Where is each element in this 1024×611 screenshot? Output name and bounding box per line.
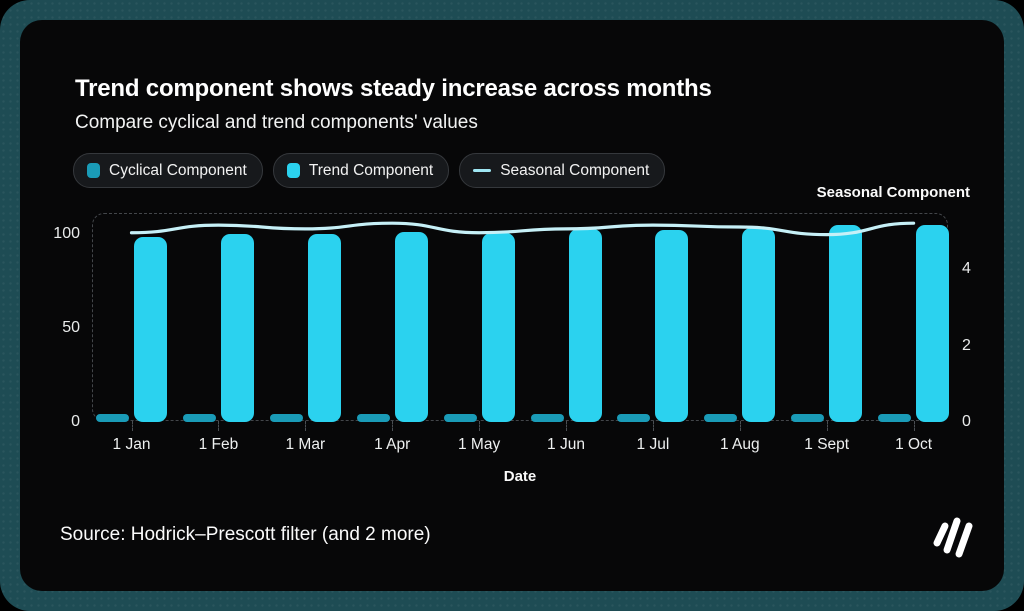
plot-area: 0 50 100 0 2 4 1 Jan 1 Feb 1 Mar 1 Apr 1 May 1 Jun 1…: [53, 213, 971, 453]
right-axis-tick-label: 4: [962, 260, 971, 278]
left-axis-tick-label: 0: [71, 413, 80, 430]
x-axis-title: Date: [503, 468, 537, 485]
bar-trend[interactable]: [655, 230, 689, 422]
seasonal-swatch-icon: [473, 168, 492, 173]
bar-trend[interactable]: [220, 233, 254, 422]
x-axis-tick-label: 1 Feb: [198, 436, 239, 453]
right-axis-title: Seasonal Component: [816, 184, 970, 201]
right-axis-tick-label: 2: [962, 336, 971, 354]
chart-subtitle: Compare cyclical and trend components' v…: [75, 112, 478, 133]
bar-trend[interactable]: [742, 228, 776, 422]
x-axis-tick: [913, 421, 915, 431]
x-axis-tick-label: 1 Mar: [285, 436, 326, 453]
legend-label: Cyclical Component: [109, 161, 247, 179]
bar-cyclical[interactable]: [182, 414, 216, 422]
bar-cyclical[interactable]: [356, 414, 390, 422]
seasonal-line[interactable]: [93, 214, 949, 422]
x-axis-tick-label: 1 Sept: [804, 436, 850, 453]
bar-cyclical[interactable]: [704, 414, 738, 422]
left-axis-tick-label: 100: [53, 224, 80, 242]
legend-item-seasonal[interactable]: Seasonal Component: [459, 153, 666, 188]
bar-trend[interactable]: [916, 224, 950, 422]
trend-swatch-icon: [286, 163, 300, 178]
x-axis-tick-label: 1 Aug: [719, 436, 760, 453]
bar-cyclical[interactable]: [530, 414, 564, 422]
legend-item-trend[interactable]: Trend Component: [272, 153, 450, 188]
x-axis-tick: [652, 421, 654, 431]
bar-cyclical[interactable]: [96, 414, 129, 422]
x-axis-tick-label: 1 Jun: [547, 436, 585, 453]
x-axis-tick-label: 1 May: [457, 436, 501, 453]
bar-trend[interactable]: [307, 233, 341, 422]
bar-trend[interactable]: [568, 229, 602, 422]
x-axis-tick: [566, 421, 567, 431]
bar-cyclical[interactable]: [878, 414, 912, 422]
legend: Cyclical Component Trend Component Seaso…: [73, 153, 666, 188]
legend-item-cyclical[interactable]: Cyclical Component: [73, 153, 263, 188]
bar-cyclical[interactable]: [269, 414, 303, 422]
bar-trend[interactable]: [481, 232, 515, 422]
x-axis-tick-label: 1 Jul: [636, 436, 670, 453]
x-axis-tick: [392, 421, 394, 431]
x-axis-tick-label: 1 Oct: [895, 436, 933, 453]
x-axis-tick: [218, 421, 220, 431]
bar-trend[interactable]: [829, 225, 863, 422]
legend-label: Trend Component: [308, 161, 434, 179]
x-axis-tick: [131, 421, 133, 431]
x-axis-tick: [826, 421, 828, 431]
x-axis-tick: [739, 421, 741, 431]
left-axis-tick-label: 50: [62, 318, 80, 336]
x-axis-tick-label: 1 Apr: [374, 436, 411, 453]
x-axis-tick: [479, 421, 481, 431]
right-axis-tick-label: 0: [962, 413, 971, 430]
x-axis-tick-label: 1 Jan: [112, 436, 151, 453]
chart-title: Trend component shows steady increase ac…: [75, 75, 712, 102]
bar-trend[interactable]: [134, 236, 167, 422]
legend-label: Seasonal Component: [500, 161, 650, 179]
graphy-logo-icon: [933, 517, 973, 558]
x-axis-tick: [305, 421, 307, 431]
cyclical-swatch-icon: [87, 163, 100, 178]
chart-card: Trend component shows steady increase ac…: [20, 20, 1004, 591]
bar-cyclical[interactable]: [617, 414, 651, 422]
bar-cyclical[interactable]: [443, 414, 477, 422]
bar-trend[interactable]: [394, 232, 428, 422]
source-caption: Source: Hodrick–Prescott filter (and 2 m…: [60, 524, 431, 545]
bar-cyclical[interactable]: [791, 414, 825, 422]
